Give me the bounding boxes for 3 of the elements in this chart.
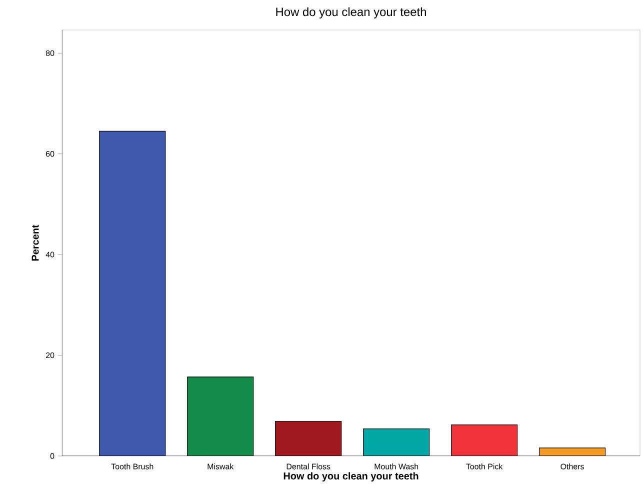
chart-title: How do you clean your teeth [276, 7, 426, 18]
x-axis-title: How do you clean your teeth [284, 472, 418, 482]
y-axis-title: Percent [32, 224, 39, 261]
